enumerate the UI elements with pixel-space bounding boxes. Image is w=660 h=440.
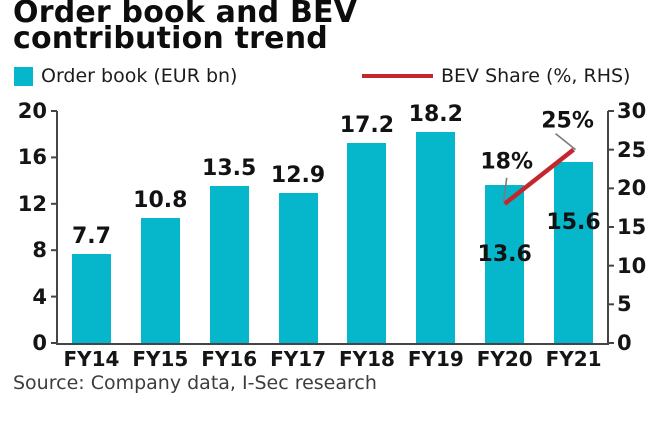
- order-book-bar-fy17: [278, 193, 318, 343]
- bar-value-label-fy20: 13.6: [477, 242, 532, 268]
- chart-title-line1: Order book and BEV: [13, 0, 358, 30]
- bar-value-label-fy17: 12.9: [270, 163, 326, 189]
- order-book-swatch-icon: [14, 66, 33, 86]
- x-axis-label-fy16: FY16: [201, 347, 258, 371]
- y-axis-right-tick-label: 0: [617, 331, 632, 355]
- legend-label-bev-share: BEV Share (%, RHS): [441, 65, 631, 87]
- order-book-bar-fy20: [485, 185, 525, 343]
- y-axis-left-tick-label: 16: [17, 145, 47, 170]
- x-axis-label-fy21: FY21: [545, 347, 602, 371]
- legend: Order book (EUR bn) BEV Share (%, RHS): [0, 64, 660, 88]
- bar-value-label-fy19: 18.2: [408, 101, 463, 127]
- x-axis-label-fy14: FY14: [63, 347, 120, 371]
- x-axis-label-fy18: FY18: [338, 347, 395, 371]
- legend-item-order-book: Order book (EUR bn): [14, 64, 237, 88]
- y-axis-right-tick-label: 5: [617, 292, 632, 317]
- order-book-bar-fy21: [554, 162, 594, 343]
- order-book-bar-fy19: [416, 131, 456, 343]
- y-axis-left-tick-label: 12: [17, 191, 47, 216]
- order-book-bar-fy18: [347, 143, 387, 343]
- order-book-bar-fy16: [209, 186, 249, 343]
- x-axis-label-fy17: FY17: [270, 347, 327, 371]
- legend-label-order-book: Order book (EUR bn): [41, 65, 238, 87]
- y-axis-left-tick-label: 20: [17, 99, 47, 123]
- x-axis-label-fy15: FY15: [132, 347, 189, 371]
- source-note: Source: Company data, I-Sec research: [13, 372, 377, 394]
- callout-leader-line: [555, 133, 577, 151]
- y-axis-right-tick-label: 30: [617, 99, 647, 123]
- y-axis-right-tick-label: 15: [617, 215, 647, 239]
- y-axis-left-tick-label: 0: [32, 331, 47, 355]
- order-book-bar-fy14: [71, 253, 111, 343]
- order-book-bar-fy15: [140, 217, 180, 343]
- y-axis-right-tick-label: 25: [617, 137, 647, 162]
- legend-item-bev-share: BEV Share (%, RHS): [362, 64, 630, 88]
- x-axis-label-fy20: FY20: [476, 347, 533, 371]
- bev-share-point-label: 25%: [541, 108, 594, 134]
- y-axis-right-tick-label: 20: [617, 176, 647, 201]
- bar-value-label-fy15: 10.8: [133, 187, 188, 213]
- x-axis-label-fy19: FY19: [407, 347, 464, 371]
- chart-title-line2: contribution trend: [13, 21, 328, 56]
- y-axis-right-tick-label: 10: [617, 253, 647, 278]
- bar-value-label-fy16: 13.5: [202, 156, 257, 182]
- bar-value-label-fy18: 17.2: [339, 113, 395, 139]
- y-axis-left-tick-label: 4: [32, 284, 47, 309]
- bev-share-line-icon: [362, 74, 433, 78]
- bev-share-point-label: 18%: [480, 149, 534, 175]
- y-axis-left-tick-label: 8: [32, 238, 47, 263]
- chart-title: Order book and BEV contribution trend: [13, 0, 358, 56]
- bar-value-label-fy14: 7.7: [71, 223, 111, 249]
- bar-value-label-fy21: 15.6: [546, 210, 601, 236]
